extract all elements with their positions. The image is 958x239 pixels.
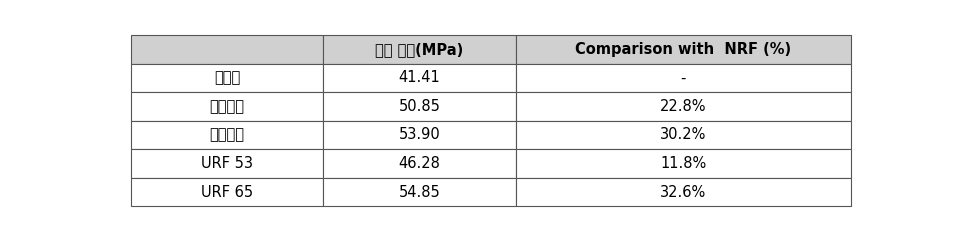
Text: 탄소섬유: 탄소섬유 (210, 127, 244, 142)
Bar (323, 92, 515, 121)
Bar (515, 121, 851, 149)
Text: 41.41: 41.41 (399, 71, 441, 85)
Text: URF 65: URF 65 (201, 185, 253, 200)
Text: 32.6%: 32.6% (660, 185, 706, 200)
Text: 30.2%: 30.2% (660, 127, 706, 142)
Bar (515, 64, 851, 92)
Text: 50.85: 50.85 (399, 99, 441, 114)
Text: 54.85: 54.85 (399, 185, 441, 200)
Bar (323, 149, 515, 178)
Bar (131, 178, 323, 206)
Bar (131, 35, 323, 64)
Bar (323, 121, 515, 149)
Text: 최대 강도(MPa): 최대 강도(MPa) (376, 42, 464, 57)
Text: 무보강: 무보강 (214, 71, 240, 85)
Bar (515, 149, 851, 178)
Bar (131, 149, 323, 178)
Bar (323, 178, 515, 206)
Text: -: - (680, 71, 686, 85)
Text: 11.8%: 11.8% (660, 156, 706, 171)
Bar (131, 64, 323, 92)
Text: 22.8%: 22.8% (660, 99, 707, 114)
Text: 46.28: 46.28 (399, 156, 441, 171)
Text: Comparison with  NRF (%): Comparison with NRF (%) (575, 42, 791, 57)
Bar (515, 178, 851, 206)
Bar (131, 92, 323, 121)
Text: URF 53: URF 53 (201, 156, 253, 171)
Bar (515, 35, 851, 64)
Text: 53.90: 53.90 (399, 127, 441, 142)
Bar (515, 92, 851, 121)
Text: 유리섬유: 유리섬유 (210, 99, 244, 114)
Bar (131, 121, 323, 149)
Bar (323, 35, 515, 64)
Bar (323, 64, 515, 92)
